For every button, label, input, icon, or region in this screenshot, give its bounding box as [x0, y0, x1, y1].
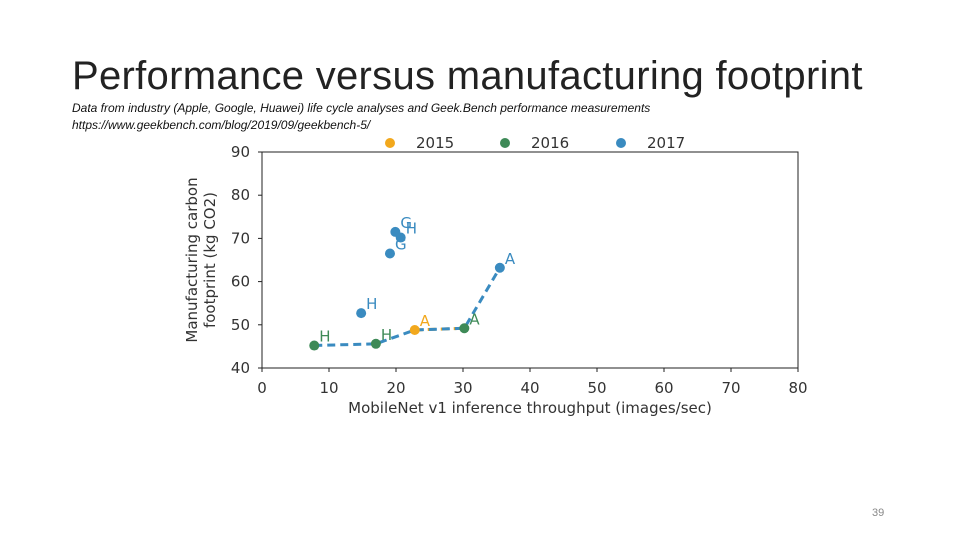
data-point-2017: [384, 248, 395, 259]
point-label-2017: G: [400, 214, 412, 232]
source-link[interactable]: https://www.geekbench.com/blog/2019/09/g…: [72, 118, 371, 132]
point-label-2015: A: [420, 312, 431, 330]
x-tick-label: 60: [654, 379, 673, 397]
data-point-2016: [309, 340, 320, 351]
legend-label-2015: 2015: [416, 134, 454, 152]
y-tick-label: 80: [231, 186, 250, 204]
data-point-2017: [395, 232, 406, 243]
page-number: 39: [872, 507, 885, 519]
point-label-2016: H: [319, 328, 330, 346]
slide-subtitle: Data from industry (Apple, Google, Huawe…: [72, 101, 651, 115]
y-tick-label: 90: [231, 143, 250, 161]
data-point-2016: [459, 323, 470, 334]
legend-label-2016: 2016: [531, 134, 569, 152]
point-label-2017: A: [505, 250, 516, 268]
data-point-2017: [494, 262, 505, 273]
x-tick-label: 10: [319, 379, 338, 397]
point-label-2016: H: [381, 326, 392, 344]
x-tick-label: 40: [520, 379, 539, 397]
data-point-2016: [370, 338, 381, 349]
point-label-2017: H: [366, 295, 377, 313]
trend-line-1: [314, 267, 502, 348]
legend-marker-2017: [616, 138, 626, 148]
legend-label-2017: 2017: [647, 134, 685, 152]
plot-frame: [261, 151, 799, 369]
legend-marker-2016: [500, 138, 510, 148]
y-tick-label: 70: [231, 229, 250, 247]
y-tick-label: 60: [231, 273, 250, 291]
point-label-2017: H: [406, 220, 417, 238]
y-tick-label: 40: [231, 359, 250, 377]
point-label-2017: G: [395, 236, 407, 254]
x-tick-label: 0: [257, 379, 267, 397]
x-tick-label: 20: [386, 379, 405, 397]
data-point-2015: [409, 324, 420, 335]
x-tick-label: 50: [587, 379, 606, 397]
y-axis-title-line: footprint (kg CO2): [201, 192, 219, 328]
x-tick-label: 80: [788, 379, 807, 397]
y-axis-title-line: Manufacturing carbon: [183, 177, 201, 342]
slide-title: Performance versus manufacturing footpri…: [72, 54, 863, 98]
x-axis-title: MobileNet v1 inference throughput (image…: [348, 399, 712, 417]
x-tick-label: 30: [453, 379, 472, 397]
point-label-2016: A: [469, 310, 480, 328]
legend-marker-2015: [385, 138, 395, 148]
data-point-2017: [356, 308, 367, 319]
y-tick-label: 50: [231, 316, 250, 334]
x-tick-label: 70: [721, 379, 740, 397]
